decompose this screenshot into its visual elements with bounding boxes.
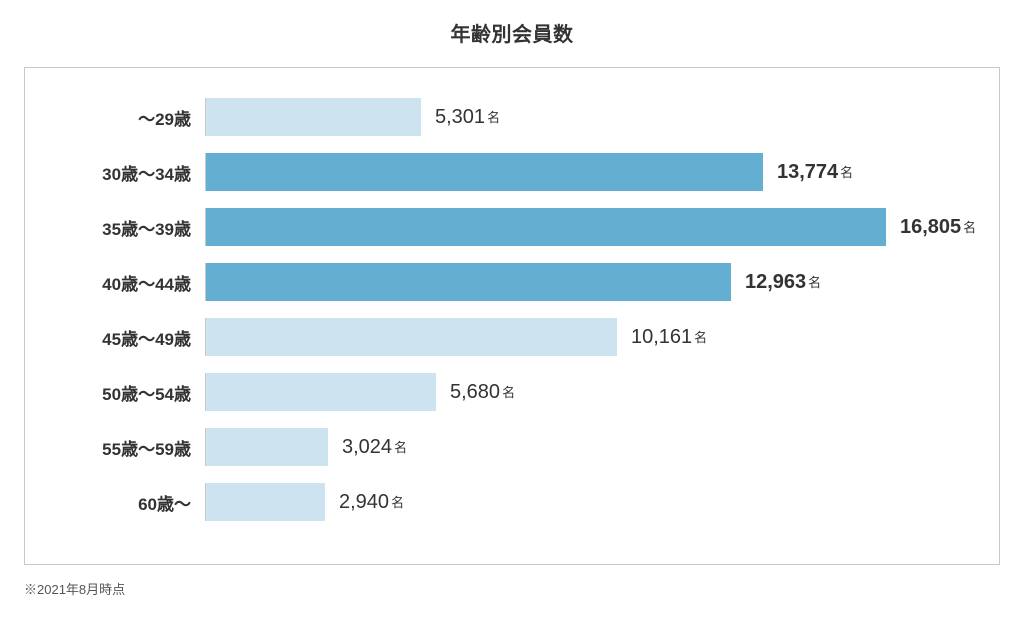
category-label: 40歳～44歳 bbox=[45, 270, 205, 295]
category-label: 50歳～54歳 bbox=[45, 380, 205, 405]
chart-rows: ～29歳5,301名30歳～34歳13,774名35歳～39歳16,805名40… bbox=[45, 98, 979, 521]
value-number: 13,774 bbox=[777, 153, 838, 191]
bar bbox=[206, 263, 731, 301]
bar-track: 3,024名 bbox=[205, 428, 979, 466]
bar bbox=[206, 98, 421, 136]
bar bbox=[206, 373, 436, 411]
category-label: 45歳～49歳 bbox=[45, 325, 205, 350]
category-label: 60歳～ bbox=[45, 490, 205, 515]
value-label: 5,301名 bbox=[421, 98, 500, 136]
value-number: 16,805 bbox=[900, 208, 961, 246]
value-number: 5,680 bbox=[450, 373, 500, 411]
value-number: 2,940 bbox=[339, 483, 389, 521]
value-unit: 名 bbox=[392, 429, 407, 467]
chart-row: 50歳～54歳 5,680名 bbox=[45, 373, 979, 411]
value-unit: 名 bbox=[692, 319, 707, 357]
category-label: ～29歳 bbox=[45, 105, 205, 130]
value-label: 10,161名 bbox=[617, 318, 707, 356]
chart-row: 55歳～59歳 3,024名 bbox=[45, 428, 979, 466]
bar-track: 16,805名 bbox=[205, 208, 979, 246]
bar-track: 10,161名 bbox=[205, 318, 979, 356]
bar-track: 5,301名 bbox=[205, 98, 979, 136]
value-number: 10,161 bbox=[631, 318, 692, 356]
value-label: 13,774名 bbox=[763, 153, 853, 191]
value-label: 5,680名 bbox=[436, 373, 515, 411]
chart-plot-area: ～29歳5,301名30歳～34歳13,774名35歳～39歳16,805名40… bbox=[24, 67, 1000, 565]
chart-footnote: ※2021年8月時点 bbox=[24, 579, 1000, 598]
value-unit: 名 bbox=[500, 374, 515, 412]
chart-row: ～29歳 5,301名 bbox=[45, 98, 979, 136]
chart-row: 30歳～34歳 13,774名 bbox=[45, 153, 979, 191]
category-label: 55歳～59歳 bbox=[45, 435, 205, 460]
chart-container: 年齢別会員数 ～29歳5,301名30歳～34歳13,774名35歳～39歳16… bbox=[0, 0, 1024, 626]
chart-row: 60歳～ 2,940名 bbox=[45, 483, 979, 521]
bar-track: 13,774名 bbox=[205, 153, 979, 191]
value-number: 5,301 bbox=[435, 98, 485, 136]
value-unit: 名 bbox=[961, 209, 976, 247]
chart-row: 35歳～39歳 16,805名 bbox=[45, 208, 979, 246]
bar bbox=[206, 208, 886, 246]
category-label: 30歳～34歳 bbox=[45, 160, 205, 185]
bar bbox=[206, 318, 617, 356]
bar bbox=[206, 428, 328, 466]
value-label: 12,963名 bbox=[731, 263, 821, 301]
chart-title: 年齢別会員数 bbox=[24, 18, 1000, 47]
bar-track: 5,680名 bbox=[205, 373, 979, 411]
value-unit: 名 bbox=[485, 99, 500, 137]
value-unit: 名 bbox=[806, 264, 821, 302]
chart-row: 40歳～44歳 12,963名 bbox=[45, 263, 979, 301]
bar-track: 12,963名 bbox=[205, 263, 979, 301]
value-unit: 名 bbox=[838, 154, 853, 192]
value-number: 12,963 bbox=[745, 263, 806, 301]
value-label: 3,024名 bbox=[328, 428, 407, 466]
value-number: 3,024 bbox=[342, 428, 392, 466]
value-label: 2,940名 bbox=[325, 483, 404, 521]
bar-track: 2,940名 bbox=[205, 483, 979, 521]
category-label: 35歳～39歳 bbox=[45, 215, 205, 240]
value-unit: 名 bbox=[389, 484, 404, 522]
value-label: 16,805名 bbox=[886, 208, 976, 246]
bar bbox=[206, 483, 325, 521]
chart-row: 45歳～49歳 10,161名 bbox=[45, 318, 979, 356]
bar bbox=[206, 153, 763, 191]
